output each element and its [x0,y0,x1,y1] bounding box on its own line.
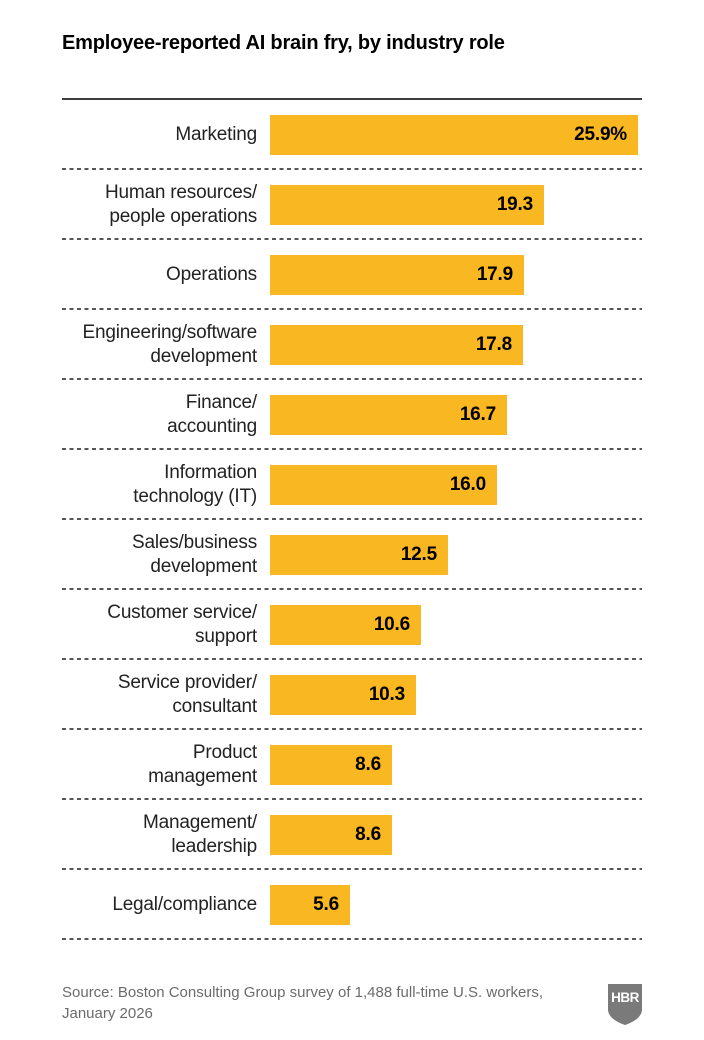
row-label: Legal/compliance [112,894,257,915]
bar-value-label: 25.9% [574,124,627,145]
hbr-logo-text: HBR [611,990,639,1005]
chart-row: Operations 17.9 [62,240,642,310]
bar-chart-rows: Marketing 25.9% Human resources/ people … [62,100,642,940]
shield-icon: HBR [608,984,642,1025]
hbr-logo: HBR [608,984,642,1030]
bar: 16.0 [270,465,497,505]
bar: 12.5 [270,535,448,575]
footer: Source: Boston Consulting Group survey o… [62,982,642,1030]
chart-row: Management/ leadership 8.6 [62,800,642,870]
bar-value-label: 10.6 [373,614,410,635]
bar: 5.6 [270,885,350,925]
row-label: Human resources/ people operations [104,182,257,227]
chart-row: Engineering/software development 17.8 [62,310,642,380]
source-note: Source: Boston Consulting Group survey o… [62,984,544,1022]
chart-row: Finance/ accounting 16.7 [62,380,642,450]
bar-value-label: 8.6 [355,754,381,775]
row-label: Finance/ accounting [167,392,257,437]
chart-title: Employee-reported AI brain fry, by indus… [62,32,505,54]
chart-row: Marketing 25.9% [62,100,642,170]
bar-value-label: 17.9 [476,264,513,285]
row-label: Marketing [175,124,257,145]
bar-value-label: 5.6 [313,894,339,915]
bar-value-label: 16.0 [449,474,486,495]
chart-row: Information technology (IT) 16.0 [62,450,642,520]
row-label: Management/ leadership [143,812,257,857]
row-label: Engineering/software development [82,322,258,367]
bar-value-label: 10.3 [368,684,405,705]
row-label: Operations [166,264,257,285]
chart-row: Human resources/ people operations 19.3 [62,170,642,240]
bar: 17.8 [270,325,523,365]
row-label: Information technology (IT) [133,462,257,507]
bar: 8.6 [270,815,392,855]
bar: 25.9% [270,115,638,155]
bar: 17.9 [270,255,524,295]
chart-row: Sales/business development 12.5 [62,520,642,590]
bar: 19.3 [270,185,544,225]
bar-value-label: 17.8 [475,334,512,355]
shield-shape [608,984,642,1025]
bar: 10.6 [270,605,421,645]
chart-row: Legal/compliance 5.6 [62,870,642,940]
row-label: Sales/business development [132,532,257,577]
row-label: Product management [148,742,257,787]
bar-chart: Marketing 25.9% Human resources/ people … [62,98,642,940]
bar-value-label: 12.5 [400,544,437,565]
bar: 8.6 [270,745,392,785]
chart-row: Customer service/ support 10.6 [62,590,642,660]
bar-value-label: 8.6 [355,824,381,845]
row-label: Customer service/ support [107,602,257,647]
bar-value-label: 16.7 [459,404,496,425]
bar: 10.3 [270,675,416,715]
row-label: Service provider/ consultant [117,672,257,717]
chart-row: Product management 8.6 [62,730,642,800]
bar: 16.7 [270,395,507,435]
chart-row: Service provider/ consultant 10.3 [62,660,642,730]
bar-value-label: 19.3 [496,194,533,215]
